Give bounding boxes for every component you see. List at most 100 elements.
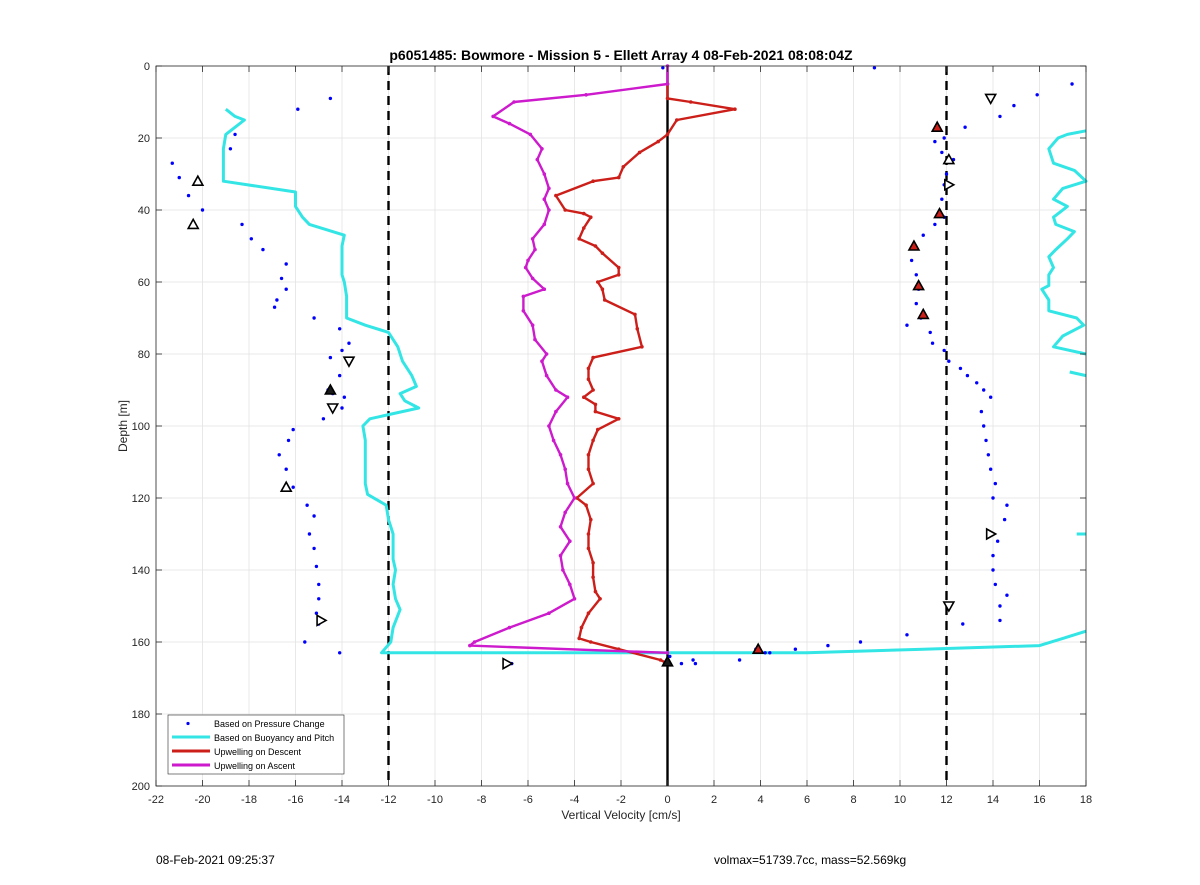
ascent-point [540, 359, 544, 364]
ascent-point [554, 409, 558, 414]
pressure-point [905, 633, 909, 637]
pressure-point [826, 643, 830, 648]
event-marker-right [502, 657, 514, 670]
descent-point [582, 211, 586, 216]
pressure-point [768, 651, 772, 655]
y-axis-ticks: 0 20 40 60 80 100 120 140 160 180 200 [132, 61, 1086, 793]
pressure-point [200, 208, 205, 212]
event-marker-filled [907, 239, 921, 251]
buoyancy-pitch-line [221, 108, 1087, 655]
ascent-point [468, 643, 472, 648]
event-marker-up [942, 152, 956, 165]
pressure-point [933, 139, 937, 144]
pressure-point [793, 647, 798, 651]
event-marker-down [984, 93, 998, 106]
ascent-point [558, 453, 563, 457]
pressure-point [991, 553, 995, 558]
descent-point [595, 280, 600, 284]
pressure-point [975, 381, 979, 385]
pressure-point [291, 427, 295, 432]
legend-swatch-pressure [186, 721, 190, 726]
descent-point [598, 597, 602, 601]
descent-point [616, 273, 621, 277]
ascent-point [521, 309, 526, 313]
legend-label-descent: Upwelling on Descent [214, 747, 302, 757]
pressure-point [277, 453, 281, 457]
descent-point [588, 215, 593, 219]
x-tick-label: -14 [334, 794, 350, 806]
pressure-point [321, 417, 326, 421]
x-tick-label: -18 [241, 794, 257, 806]
descent-point [586, 377, 591, 382]
pressure-point [872, 66, 877, 70]
descent-point [658, 658, 663, 662]
ascent-point [563, 467, 567, 472]
ascent-point [561, 568, 565, 572]
pressure-point [991, 568, 995, 572]
annotation-layer [186, 93, 998, 670]
pressure-point [947, 359, 951, 363]
event-marker-down [942, 601, 956, 613]
ascent-point [535, 157, 540, 162]
ascent-point [528, 132, 533, 137]
ascent-point [530, 237, 535, 241]
pressure-point [691, 658, 695, 662]
descent-point [600, 287, 605, 292]
legend-entry-buoyancy: Based on Buoyancy and Pitch [172, 733, 334, 743]
descent-point [616, 417, 621, 421]
chart-title: p6051485: Bowmore - Mission 5 - Ellett A… [389, 47, 853, 63]
pressure-point [986, 453, 991, 457]
pressure-point [933, 222, 937, 227]
pressure-point [286, 438, 291, 443]
ascent-point [565, 395, 570, 400]
event-marker-dark [324, 383, 337, 395]
pressure-point [940, 197, 944, 201]
descent-point [577, 636, 581, 641]
descent-point [602, 298, 607, 302]
ascent-point [540, 147, 544, 151]
pressure-point [186, 193, 191, 198]
ascent-point [665, 651, 670, 655]
x-tick-label: -20 [195, 794, 211, 806]
legend-label-buoyancy: Based on Buoyancy and Pitch [214, 733, 334, 743]
descent-point [586, 366, 591, 371]
x-tick-label: -8 [477, 794, 487, 806]
pressure-point [177, 175, 181, 180]
ascent-point [533, 247, 537, 252]
pressure-point [303, 640, 307, 644]
descent-point [633, 312, 637, 317]
descent-point [554, 193, 558, 198]
y-tick-label: 200 [132, 781, 150, 793]
descent-point [675, 118, 679, 122]
pressure-point [942, 136, 946, 140]
pressure-point [1012, 103, 1016, 108]
descent-point [591, 355, 595, 360]
ascent-point [572, 496, 577, 500]
pressure-point [291, 485, 295, 489]
descent-point [577, 237, 581, 241]
event-marker-up [191, 174, 205, 186]
event-marker-filled [912, 278, 925, 291]
event-marker-filled [933, 206, 946, 219]
pressure-point [661, 66, 665, 70]
pressure-point [314, 611, 319, 615]
ascent-point [542, 197, 547, 201]
pressure-point [279, 276, 284, 281]
pressure-point [296, 107, 300, 111]
footer-vehicle-info: volmax=51739.7cc, mass=52.569kg [714, 853, 907, 867]
x-tick-label: 6 [804, 794, 810, 806]
y-tick-label: 180 [132, 709, 150, 721]
x-tick-label: 0 [664, 794, 670, 806]
pressure-point [305, 503, 309, 507]
pressure-point [921, 233, 925, 237]
legend-entry-pressure: Based on Pressure Change [186, 719, 325, 729]
y-tick-label: 60 [138, 277, 150, 289]
x-tick-label: 2 [711, 794, 717, 806]
pressure-point [858, 640, 863, 644]
pressure-point [317, 582, 321, 587]
pressure-point [328, 355, 333, 360]
ascent-point [551, 438, 556, 443]
x-axis-label: Vertical Velocity [cm/s] [561, 808, 680, 822]
descent-point [586, 546, 591, 551]
